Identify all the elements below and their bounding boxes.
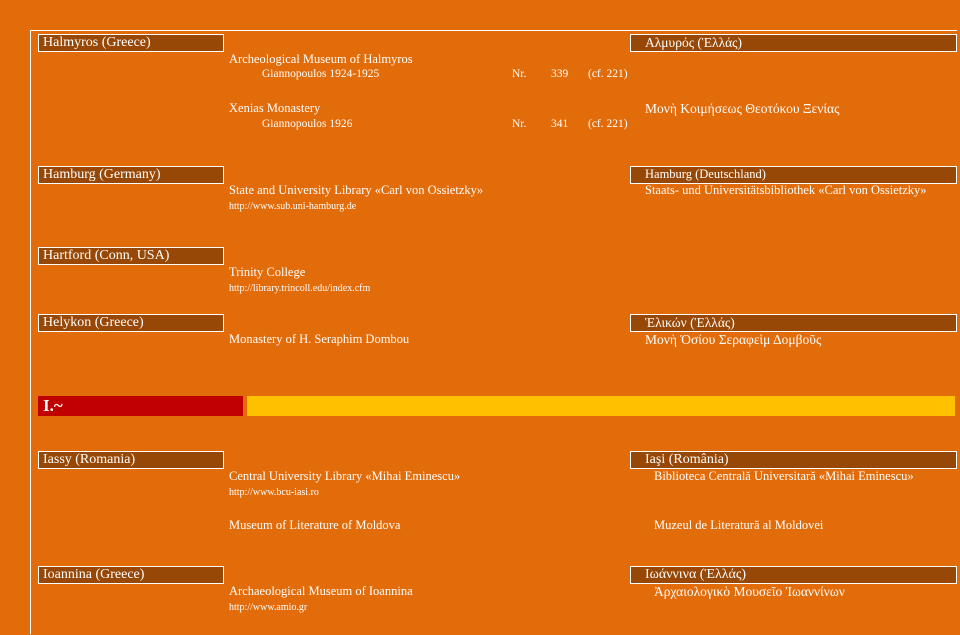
section-letter: I.~: [43, 396, 63, 415]
place-header-bar: [38, 451, 224, 469]
cross-reference: (cf. 221): [588, 68, 628, 80]
place-header-bar: [38, 314, 224, 332]
place-header-bar: [38, 166, 224, 184]
place-ioannina: Ioannina (Greece): [43, 567, 145, 582]
institution-name: Monastery of H. Seraphim Dombou: [229, 332, 410, 346]
place-local-hamburg: Hamburg (Deutschland): [645, 167, 766, 181]
place-header-bar: [38, 247, 224, 265]
place-helykon: Helykon (Greece): [43, 315, 144, 330]
institution-name: Trinity College: [229, 265, 306, 279]
institution-name: Archaeological Museum of Ioannina: [229, 584, 413, 598]
institution-local-name: Staats- und Universitätsbibliothek «Carl…: [645, 183, 927, 197]
place-hartford: Hartford (Conn, USA): [43, 248, 170, 263]
place-local-ioannina: Ιωάννινα (Ἑλλάς): [645, 567, 747, 582]
place-header-bar: [38, 34, 224, 52]
place-header-bar: [38, 566, 224, 584]
institution-url[interactable]: http://www.bcu-iasi.ro: [229, 487, 319, 498]
number-value: 339: [551, 68, 569, 80]
place-local-helykon: Ἑλικών (Ἑλλάς): [645, 315, 735, 330]
section-fill-bar: [247, 396, 955, 416]
institution-name: Museum of Literature of Moldova: [229, 518, 401, 532]
place-local-header-bar: [630, 247, 957, 265]
place-local-iassy: Iaşi (România): [645, 452, 729, 467]
reference: Giannopoulos 1926: [262, 118, 353, 130]
institution-local-name: Biblioteca Centrală Universitară «Mihai …: [654, 469, 914, 483]
institution-url[interactable]: http://www.sub.uni-hamburg.de: [229, 201, 357, 212]
institution-name: Central University Library «Mihai Emines…: [229, 469, 461, 483]
institution-name: Archeological Museum of Halmyros: [229, 52, 413, 66]
institution-local-name: Μονὴ Κοιμήσεως Θεοτόκου Ξενίας: [645, 101, 840, 116]
number-label: Nr.: [512, 118, 527, 130]
number-label: Nr.: [512, 68, 527, 80]
place-halmyros: Halmyros (Greece): [43, 35, 151, 50]
place-hamburg: Hamburg (Germany): [43, 167, 161, 182]
institution-local-name: Μονὴ Ὁσίου Σεραφεὶμ Δομβοῦς: [645, 332, 822, 347]
place-local-header-bar: [630, 451, 957, 469]
place-local-header-bar: [630, 566, 957, 584]
place-iassy: Iassy (Romania): [43, 452, 136, 467]
place-local-header-bar: [630, 166, 957, 184]
institution-url[interactable]: http://library.trincoll.edu/index.cfm: [229, 283, 371, 294]
place-local-header-bar: [630, 34, 957, 52]
place-local-halmyros: Αλμυρός (Ἑλλάς): [645, 35, 743, 50]
page-frame: [30, 30, 957, 634]
cross-reference: (cf. 221): [588, 118, 628, 130]
institution-name: State and University Library «Carl von O…: [229, 183, 484, 197]
number-value: 341: [551, 118, 569, 130]
place-local-header-bar: [630, 314, 957, 332]
institution-local-name: Ἀρχαιολογικὸ Μουσεῖο Ἰωαννίνων: [654, 584, 845, 599]
institution-url[interactable]: http://www.amio.gr: [229, 602, 308, 613]
section-letter-bar: [38, 396, 243, 416]
reference: Giannopoulos 1924-1925: [262, 68, 380, 80]
institution-local-name: Muzeul de Literatură al Moldovei: [654, 518, 824, 532]
institution-name: Xenias Monastery: [229, 101, 321, 115]
